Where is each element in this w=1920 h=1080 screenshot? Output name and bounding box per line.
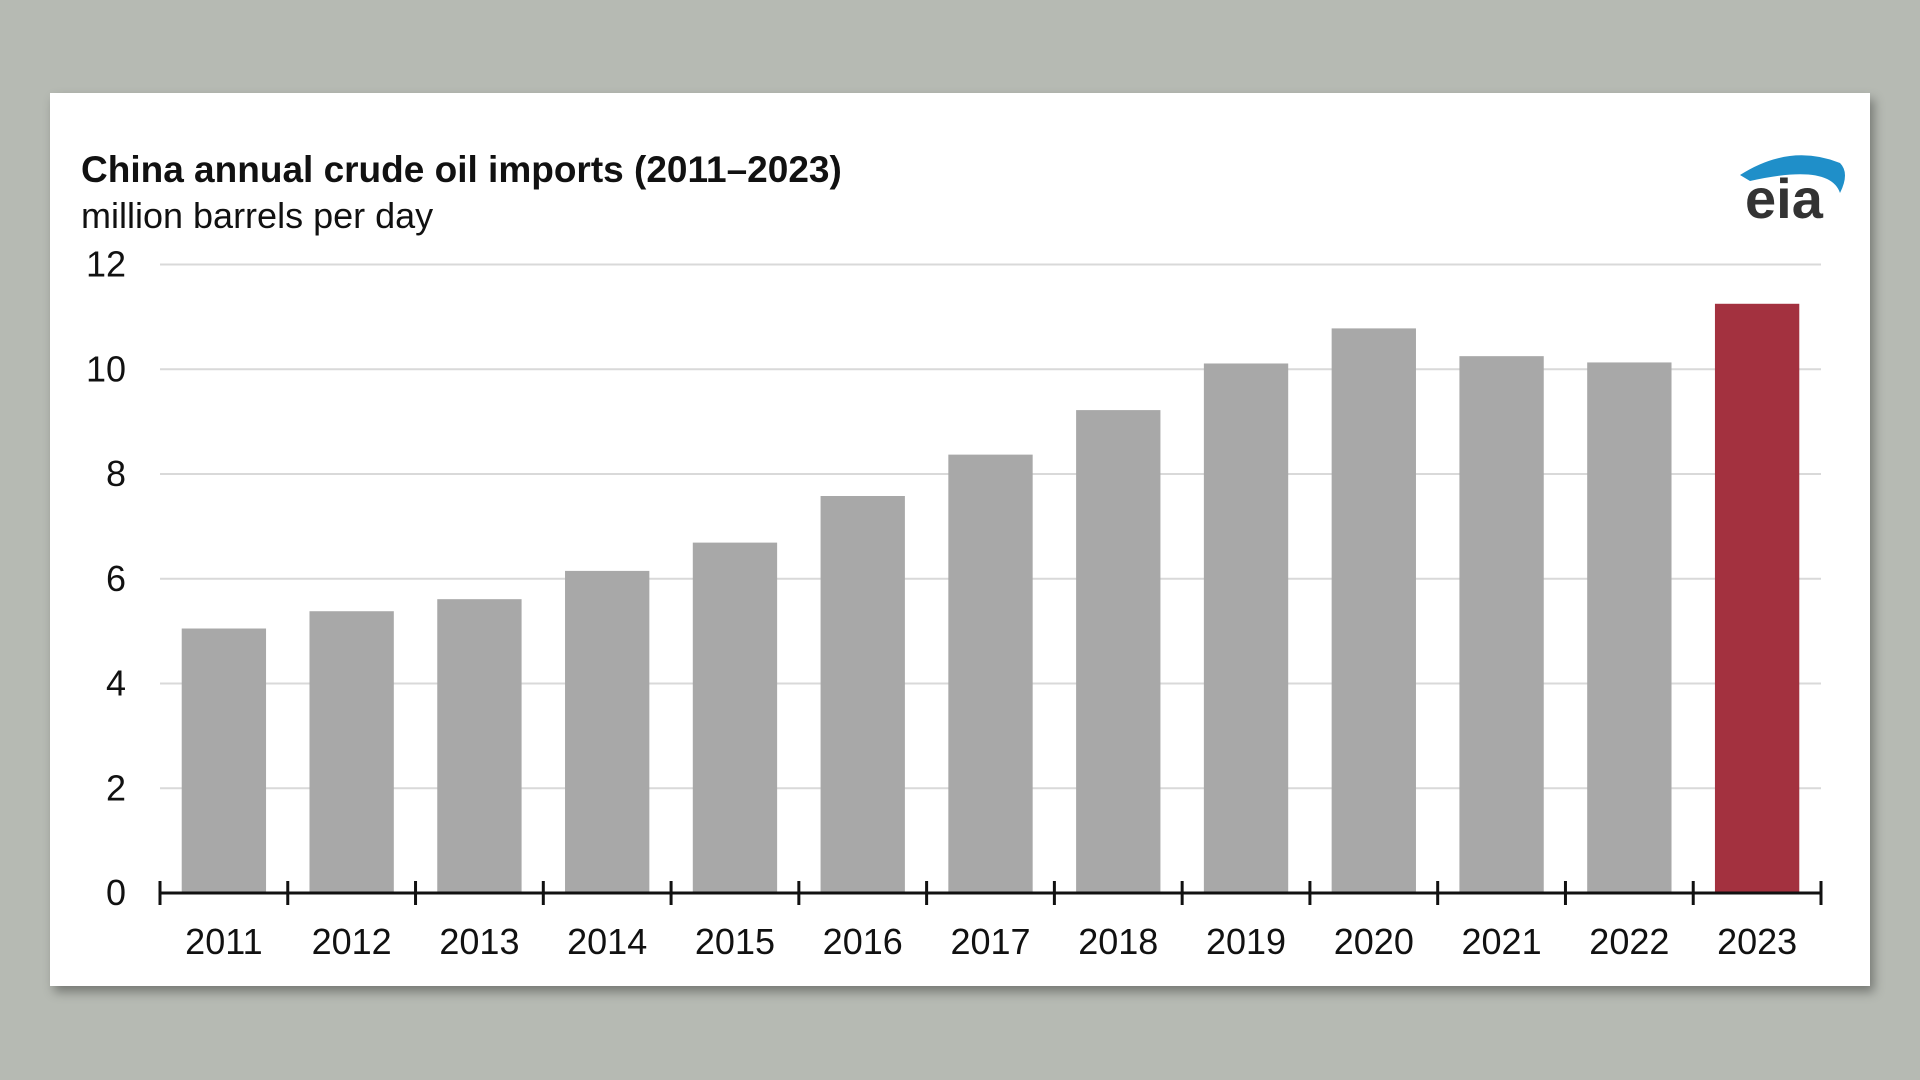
bar-2018 — [1076, 410, 1161, 893]
x-tick-label: 2022 — [1589, 921, 1669, 962]
chart-card: China annual crude oil imports (2011–202… — [50, 93, 1870, 986]
x-tick-label: 2023 — [1717, 921, 1797, 962]
bar-2017 — [948, 454, 1033, 893]
x-tick-label: 2013 — [439, 921, 519, 962]
bar-2021 — [1459, 356, 1544, 893]
bar-2019 — [1203, 363, 1289, 893]
y-tick-label: 10 — [86, 348, 126, 389]
bar-2013 — [437, 599, 522, 893]
bar-2022 — [1587, 362, 1672, 893]
x-tick-label: 2014 — [567, 921, 647, 962]
y-tick-label: 12 — [86, 244, 126, 285]
bar-2020 — [1331, 328, 1416, 893]
x-tick-label: 2018 — [1078, 921, 1158, 962]
x-tick-label: 2011 — [185, 921, 262, 962]
bar-2014 — [565, 570, 650, 893]
logo-text: eia — [1745, 167, 1824, 230]
x-tick-label: 2017 — [950, 921, 1030, 962]
bar-2023 — [1714, 303, 1800, 893]
chart-title: China annual crude oil imports (2011–202… — [81, 149, 842, 190]
x-tick-label: 2020 — [1334, 921, 1414, 962]
x-tick-label: 2016 — [823, 921, 903, 962]
y-tick-label: 8 — [106, 453, 126, 494]
x-tick-label: 2012 — [312, 921, 392, 962]
y-tick-label: 4 — [106, 663, 126, 704]
bar-2012 — [309, 611, 394, 893]
bar-2016 — [820, 495, 905, 893]
y-tick-label: 0 — [106, 872, 126, 913]
x-tick-label: 2015 — [695, 921, 775, 962]
bar-chart: China annual crude oil imports (2011–202… — [81, 149, 1845, 962]
eia-logo: eia — [1740, 155, 1845, 230]
x-tick-label: 2021 — [1462, 921, 1542, 962]
x-tick-label: 2019 — [1206, 921, 1286, 962]
logo-arc — [1740, 155, 1845, 193]
bar-2015 — [692, 542, 778, 893]
bar-2011 — [181, 628, 267, 893]
y-tick-label: 6 — [106, 558, 126, 599]
chart-subtitle: million barrels per day — [81, 195, 433, 236]
y-tick-label: 2 — [106, 767, 126, 808]
